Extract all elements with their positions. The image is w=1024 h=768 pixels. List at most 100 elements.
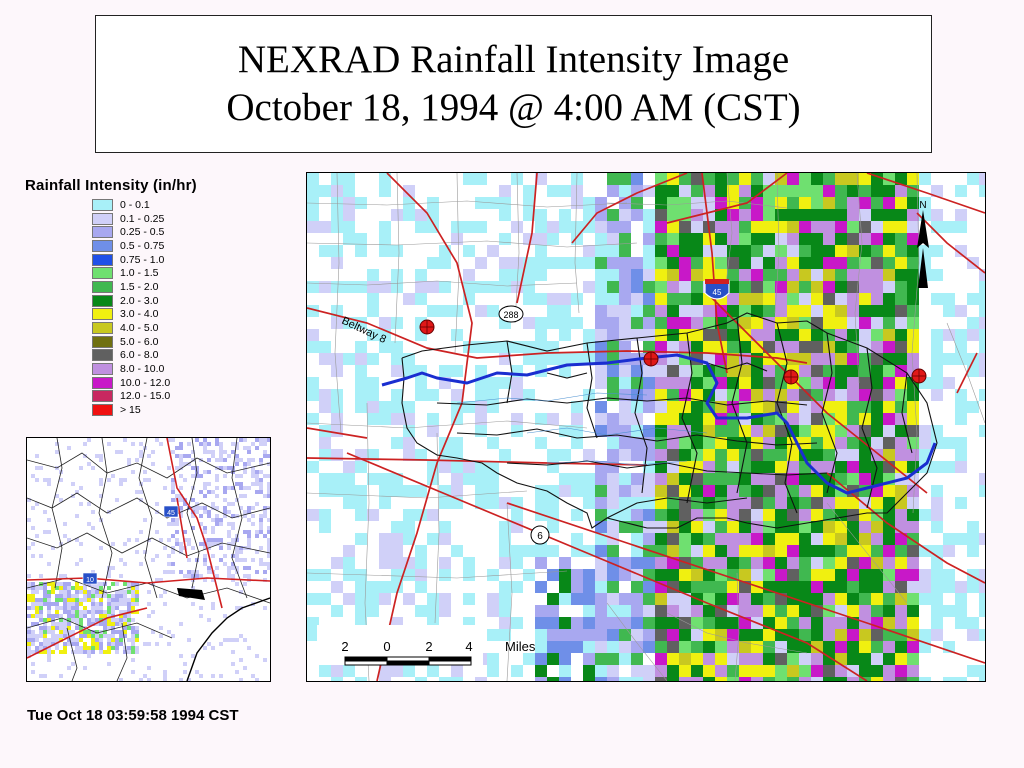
radar-cell	[979, 581, 985, 593]
radar-cell	[763, 641, 775, 653]
inset-radar-cell	[199, 542, 203, 546]
inset-radar-cell	[95, 618, 99, 622]
radar-cell	[499, 269, 511, 281]
radar-cell	[811, 593, 823, 605]
radar-cell	[691, 509, 703, 521]
radar-cell	[799, 197, 811, 209]
radar-cell	[883, 245, 895, 257]
radar-cell	[727, 593, 739, 605]
radar-cell	[559, 185, 571, 197]
inset-radar-cell	[47, 598, 51, 602]
radar-cell	[871, 557, 883, 569]
radar-cell	[955, 221, 967, 233]
radar-cell	[799, 473, 811, 485]
radar-cell	[535, 353, 547, 365]
radar-cell	[607, 245, 619, 257]
radar-cell	[595, 509, 607, 521]
radar-cell	[583, 329, 595, 341]
radar-cell	[535, 173, 547, 185]
radar-cell	[811, 449, 823, 461]
inset-radar-cell	[55, 614, 59, 618]
inset-radar-cell	[31, 638, 35, 642]
inset-radar-cell	[191, 466, 195, 470]
radar-cell	[655, 449, 667, 461]
radar-cell	[571, 185, 583, 197]
radar-cell	[511, 521, 523, 533]
inset-radar-cell	[127, 646, 131, 650]
radar-cell	[679, 365, 691, 377]
radar-cell	[307, 629, 319, 641]
inset-radar-cell	[211, 490, 215, 494]
inset-radar-cell	[107, 442, 111, 446]
radar-cell	[547, 185, 559, 197]
inset-radar-cell	[27, 638, 31, 642]
radar-cell	[739, 605, 751, 617]
inset-radar-cell	[131, 626, 135, 630]
inset-radar-cell	[43, 602, 47, 606]
inset-radar-cell	[179, 678, 183, 681]
radar-cell	[907, 413, 919, 425]
inset-radar-cell	[51, 638, 55, 642]
radar-cell	[331, 257, 343, 269]
inset-radar-cell	[67, 618, 71, 622]
radar-cell	[979, 473, 985, 485]
inset-radar-cell	[231, 514, 235, 518]
inset-radar-cell	[119, 678, 123, 681]
radar-cell	[703, 413, 715, 425]
inset-radar-cell	[79, 646, 83, 650]
major-roads	[307, 173, 985, 681]
radar-cell	[319, 401, 331, 413]
inset-radar-cell	[107, 586, 111, 590]
radar-cell	[655, 653, 667, 665]
inset-radar-cell	[175, 446, 179, 450]
radar-cell	[499, 197, 511, 209]
inset-radar-cell	[91, 622, 95, 626]
radar-cell	[811, 485, 823, 497]
inset-radar-cell	[43, 642, 47, 646]
inset-radar-cell	[259, 526, 263, 530]
inset-radar-cell	[259, 442, 263, 446]
radar-cell	[727, 581, 739, 593]
radar-cell	[883, 413, 895, 425]
radar-cell	[979, 329, 985, 341]
radar-cell	[727, 509, 739, 521]
radar-cell	[907, 245, 919, 257]
radar-cell	[619, 389, 631, 401]
inset-radar-cell	[79, 610, 83, 614]
radar-cell	[727, 617, 739, 629]
radar-cell	[391, 317, 403, 329]
radar-cell	[895, 677, 907, 681]
inset-radar-cell	[119, 482, 123, 486]
radar-cell	[583, 221, 595, 233]
radar-cell	[811, 509, 823, 521]
inset-radar-cell	[55, 642, 59, 646]
inset-radar-cell	[199, 614, 203, 618]
inset-radar-cell	[199, 514, 203, 518]
inset-radar-cell	[171, 478, 175, 482]
radar-cell	[871, 581, 883, 593]
radar-cell	[607, 377, 619, 389]
radar-cell	[871, 209, 883, 221]
radar-cell	[367, 389, 379, 401]
radar-cell	[739, 305, 751, 317]
radar-cell	[823, 317, 835, 329]
radar-cell	[463, 401, 475, 413]
inset-radar-cell	[191, 474, 195, 478]
radar-cell	[823, 509, 835, 521]
inset-radar-cell	[255, 678, 259, 681]
inset-radar-cell	[215, 542, 219, 546]
inset-radar-cell	[227, 454, 231, 458]
inset-radar-cell	[111, 634, 115, 638]
radar-cell	[319, 437, 331, 449]
radar-cell	[487, 473, 499, 485]
inset-radar-cell	[27, 546, 31, 550]
radar-cell	[799, 377, 811, 389]
radar-cell	[691, 401, 703, 413]
radar-cell	[931, 221, 943, 233]
radar-cell	[379, 557, 391, 569]
radar-cell	[667, 329, 679, 341]
inset-radar-cell	[91, 634, 95, 638]
radar-cell	[907, 173, 919, 185]
inset-radar-cell	[27, 574, 31, 578]
inset-radar-cell	[91, 610, 95, 614]
